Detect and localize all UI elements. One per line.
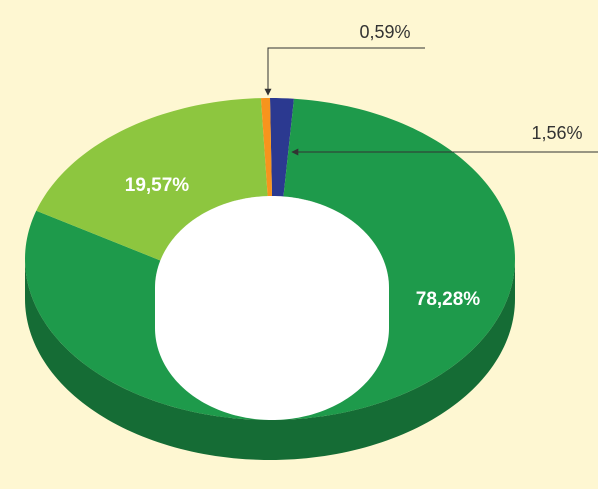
value-label: 0,59% [359, 22, 410, 42]
hole [155, 196, 389, 420]
value-label: 19,57% [125, 175, 190, 196]
page: {"chart_data": {"type": "pie", "donut": … [0, 0, 598, 489]
value-label: 1,56% [531, 123, 582, 143]
value-label: 78,28% [416, 289, 481, 310]
chart: 1,56% 78,28% 19,57% 0,59% [0, 0, 598, 489]
